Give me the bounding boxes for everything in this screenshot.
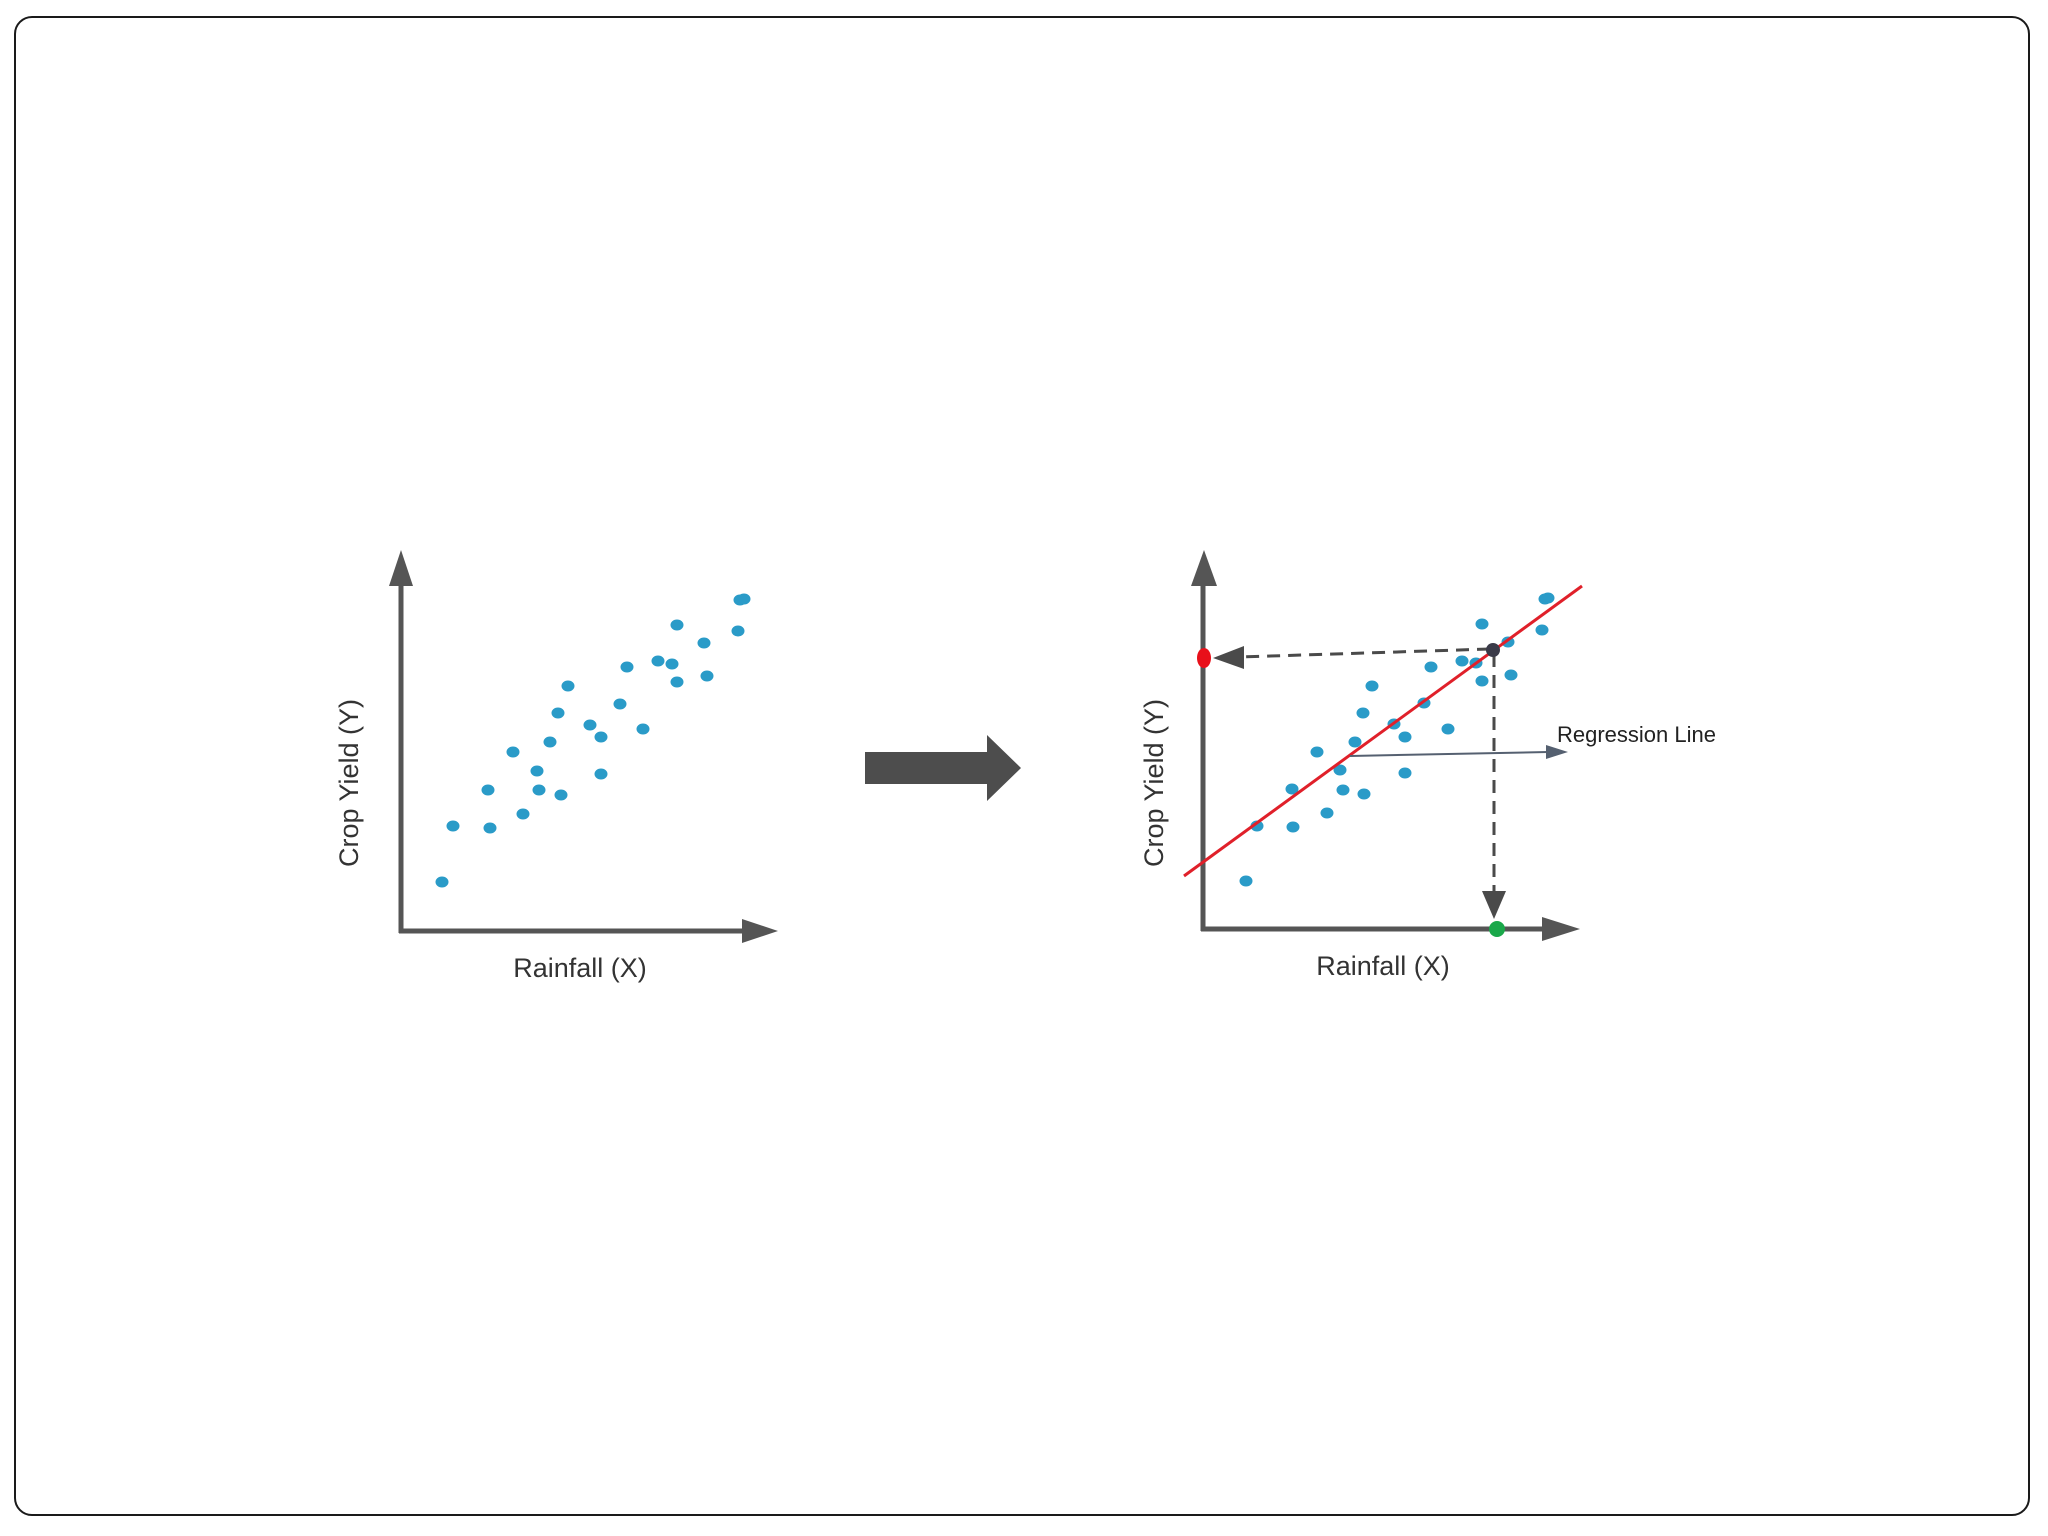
right-data-point xyxy=(1535,624,1549,636)
left-data-point xyxy=(670,676,684,688)
left-data-point xyxy=(620,661,634,673)
regression-line-annotation-pointer xyxy=(1349,751,1549,757)
regression-line xyxy=(1183,584,1583,878)
left-data-point xyxy=(543,736,557,748)
left-data-point xyxy=(530,765,544,777)
x-input-marker xyxy=(1489,921,1505,937)
right-data-point xyxy=(1356,707,1370,719)
right-x-axis-label: Rainfall (X) xyxy=(1316,951,1450,981)
left-scatter-plot: Rainfall (X) Crop Yield (Y) xyxy=(334,550,778,983)
y-projection-arrowhead xyxy=(1213,646,1244,669)
left-data-points xyxy=(435,593,751,888)
y-projection-dashed-line xyxy=(1239,647,1491,659)
right-data-point xyxy=(1475,618,1489,630)
right-data-point xyxy=(1455,655,1469,667)
left-data-point xyxy=(731,625,745,637)
left-data-point xyxy=(665,658,679,670)
right-y-axis-label: Crop Yield (Y) xyxy=(1139,699,1169,867)
right-data-point xyxy=(1475,675,1489,687)
left-x-axis-arrowhead xyxy=(742,919,778,943)
left-data-point xyxy=(516,808,530,820)
left-x-axis-label: Rainfall (X) xyxy=(513,953,647,983)
right-data-point xyxy=(1333,764,1347,776)
regression-line-label: Regression Line xyxy=(1557,722,1716,747)
right-data-point xyxy=(1239,875,1253,887)
right-data-point xyxy=(1365,680,1379,692)
annotation-arrowhead xyxy=(1546,745,1568,759)
left-y-axis-arrowhead xyxy=(389,550,413,586)
left-data-point xyxy=(651,655,665,667)
left-data-point xyxy=(594,768,608,780)
right-data-point xyxy=(1348,736,1362,748)
right-y-axis-arrowhead xyxy=(1191,550,1217,586)
right-data-point xyxy=(1424,661,1438,673)
left-data-point xyxy=(613,698,627,710)
left-data-point xyxy=(481,784,495,796)
left-data-point xyxy=(483,822,497,834)
right-data-point xyxy=(1504,669,1518,681)
left-data-point xyxy=(554,789,568,801)
right-data-point xyxy=(1441,723,1455,735)
left-data-point xyxy=(446,820,460,832)
left-data-point xyxy=(561,680,575,692)
left-data-point xyxy=(506,746,520,758)
transition-arrow-icon xyxy=(865,735,1021,801)
right-data-point xyxy=(1398,731,1412,743)
left-data-point xyxy=(636,723,650,735)
right-data-point xyxy=(1310,746,1324,758)
left-data-point xyxy=(697,637,711,649)
left-y-axis-label: Crop Yield (Y) xyxy=(334,699,364,867)
left-data-point xyxy=(532,784,546,796)
left-data-point xyxy=(435,876,449,888)
right-x-axis-arrowhead xyxy=(1542,917,1580,941)
right-data-point xyxy=(1250,820,1264,832)
x-projection-arrowhead xyxy=(1482,891,1506,919)
right-data-point xyxy=(1357,788,1371,800)
left-data-point xyxy=(583,719,597,731)
right-data-point xyxy=(1541,592,1555,604)
right-regression-plot: Regression Line Rainfall (X) Crop Yield … xyxy=(1139,550,1716,981)
left-data-point xyxy=(670,619,684,631)
left-data-point xyxy=(594,731,608,743)
left-data-point xyxy=(700,670,714,682)
right-data-point xyxy=(1286,821,1300,833)
right-data-point xyxy=(1320,807,1334,819)
right-data-point xyxy=(1285,783,1299,795)
left-data-point xyxy=(737,593,751,605)
right-data-point xyxy=(1336,784,1350,796)
intersection-marker xyxy=(1486,643,1500,657)
right-data-points xyxy=(1239,592,1555,887)
right-data-point xyxy=(1398,767,1412,779)
diagram-frame xyxy=(14,16,2030,1516)
y-prediction-marker xyxy=(1197,648,1211,668)
left-data-point xyxy=(551,707,565,719)
